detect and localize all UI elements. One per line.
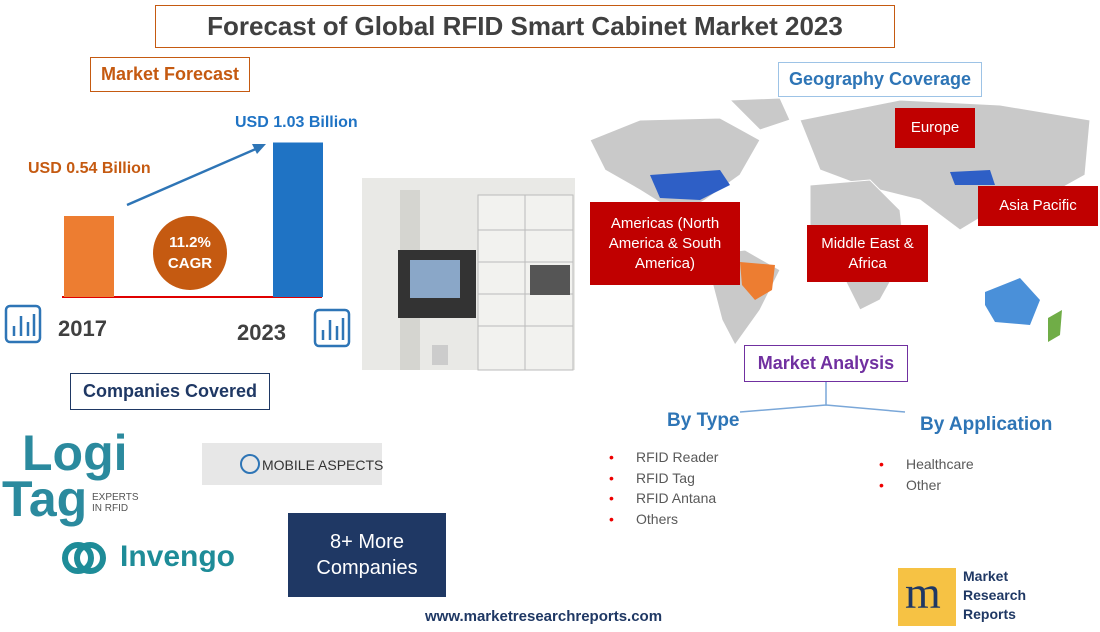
year: 2023 xyxy=(237,320,286,345)
region: Europe xyxy=(895,108,975,148)
bar-label: USD 0.54 Billion xyxy=(28,160,151,177)
region: Americas (North America & South America) xyxy=(590,202,740,285)
brand-letter: m xyxy=(905,567,941,618)
list-item: Others xyxy=(609,509,718,530)
type-list: RFID Reader RFID Tag RFID Antana Others xyxy=(609,447,719,530)
logo-tag: Tag xyxy=(2,471,88,527)
analysis-heading: Market Analysis xyxy=(744,345,908,382)
logo-mobile-aspects: MOBILE ASPECTS xyxy=(262,457,384,473)
brand-word: Reports xyxy=(963,606,1016,622)
by-application: By Application xyxy=(920,414,1053,435)
cagr-value: 11.2% xyxy=(169,234,211,251)
list-item: RFID Tag xyxy=(609,468,718,489)
logo-logi: Logi xyxy=(22,425,128,481)
cagr: 11.2% CAGR xyxy=(153,232,227,274)
list-item: Healthcare xyxy=(879,454,974,475)
brand-word: Market xyxy=(963,568,1009,584)
more-companies: 8+ More Companies xyxy=(288,513,446,597)
list-item: RFID Antana xyxy=(609,488,718,509)
cabinet xyxy=(362,178,575,371)
companies-heading: Companies Covered xyxy=(70,373,270,410)
year: 2017 xyxy=(58,316,107,341)
region: Asia Pacific xyxy=(978,186,1098,226)
bar-label: USD 1.03 Billion xyxy=(235,114,358,131)
arrow xyxy=(126,146,259,207)
url: www.marketresearchreports.com xyxy=(425,608,663,625)
logo-tagline: EXPERTS IN RFID xyxy=(92,492,139,514)
region: Middle East & Africa xyxy=(807,225,928,282)
list-item: RFID Reader xyxy=(609,447,719,468)
by-type: By Type xyxy=(667,410,740,431)
forecast-heading: Market Forecast xyxy=(90,57,250,92)
title: Forecast of Global RFID Smart Cabinet Ma… xyxy=(155,5,895,48)
application-list: Healthcare Other xyxy=(879,454,974,496)
logo-invengo: Invengo xyxy=(120,540,236,573)
cagr-circle xyxy=(153,216,227,290)
bar xyxy=(273,142,323,297)
brand: Market Research Reports xyxy=(963,567,1026,624)
brand-word: Research xyxy=(963,587,1027,603)
bar xyxy=(64,216,114,297)
geography-heading: Geography Coverage xyxy=(778,62,982,97)
list-item: Other xyxy=(879,475,974,496)
cagr-label: CAGR xyxy=(167,255,213,272)
